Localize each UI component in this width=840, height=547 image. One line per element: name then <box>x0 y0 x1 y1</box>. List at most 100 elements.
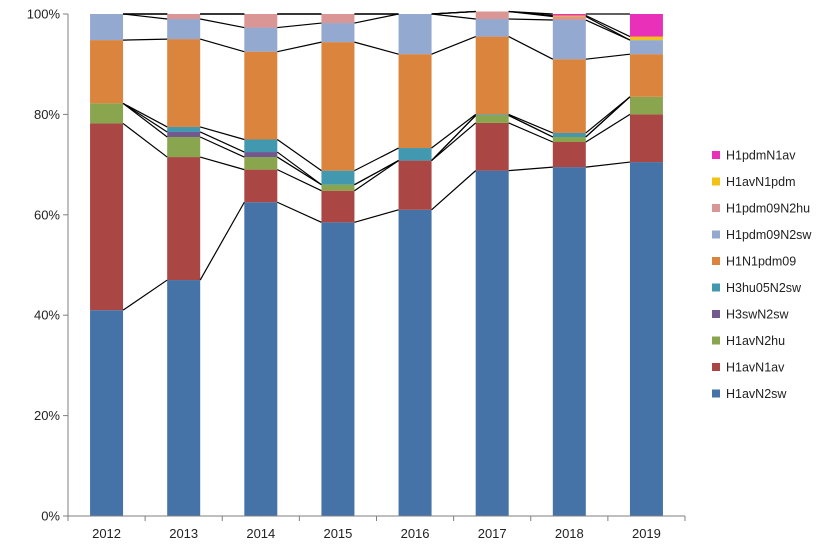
legend-swatch-h3swn2sw <box>712 310 720 318</box>
bar-segment-h1avn1av-2014 <box>244 169 278 203</box>
x-tick-label: 2018 <box>555 526 584 541</box>
bar-segment-h1pdmn1av-2018 <box>552 14 586 16</box>
legend-swatch-h1pdmn1av <box>712 151 720 159</box>
bar-segment-h1avn2sw-2019 <box>629 162 663 516</box>
bar-segment-h1avn2sw-2015 <box>321 222 355 516</box>
connector-line-h1n1pdm09-2017 <box>508 36 554 60</box>
bar-segment-h1n1pdm09-2013 <box>167 39 201 127</box>
bar-segment-h1avn1av-2015 <box>321 190 355 223</box>
legend-label-h3swn2sw: H3swN2sw <box>726 308 789 322</box>
bar-segment-h1pdm09n2sw-2017 <box>475 19 509 37</box>
connector-line-h1avn2sw-2017 <box>508 166 553 172</box>
connector-line-h1avn1av-2017 <box>508 122 554 143</box>
connector-lines-layer <box>122 10 631 311</box>
bar-segment-h1pdm09n2hu-2018 <box>552 16 586 21</box>
connector-line-h1n1pdm09-2018 <box>585 53 631 60</box>
x-tick-label: 2016 <box>401 526 430 541</box>
connector-line-h1n1pdm09-2015 <box>354 41 399 55</box>
legend-label-h1avn2hu: H1avN2hu <box>726 334 785 348</box>
x-tick-label: 2019 <box>632 526 661 541</box>
x-tick-label: 2014 <box>246 526 275 541</box>
connector-line-h1pdmn1av-2016 <box>431 10 476 15</box>
bar-segment-h3hu05n2sw-2016 <box>398 148 432 161</box>
connector-line-h1avn1av-2018 <box>585 113 631 143</box>
bar-segment-h1avn2sw-2013 <box>167 280 201 516</box>
connector-line-h3hu05n2sw-2018 <box>585 96 631 134</box>
bar-segment-h1avn2sw-2017 <box>475 170 509 516</box>
bar-segment-h1pdm09n2sw-2018 <box>552 20 586 60</box>
bar-segment-h3swn2sw-2013 <box>167 131 201 137</box>
connector-line-h1pdm09n2sw-2015 <box>354 13 399 24</box>
legend: H1pdmN1av H1avN1pdm H1pdm09N2hu H1pdm09N2sw… <box>712 149 812 401</box>
bar-segment-h1avn2sw-2014 <box>244 202 278 516</box>
connector-line-h3hu05n2sw-2013 <box>200 126 245 141</box>
legend-swatch-h1avn2hu <box>712 336 720 345</box>
legend-label-h1pdm09n2hu: H1pdm09N2hu <box>726 202 810 216</box>
connector-line-h3swn2sw-2017 <box>508 114 554 138</box>
connector-line-h1avn1av-2016 <box>431 122 477 162</box>
bar-segment-h1avn2hu-2013 <box>167 136 201 158</box>
legend-swatch-h1pdm09n2sw <box>712 230 720 239</box>
bar-segment-h1n1pdm09-2017 <box>475 36 509 115</box>
bar-segment-h1avn2hu-2012 <box>90 103 124 124</box>
connector-line-h3hu05n2sw-2014 <box>276 139 322 172</box>
x-tick-label: 2012 <box>92 526 121 541</box>
bar-segment-h3hu05n2sw-2018 <box>552 132 586 137</box>
connector-line-h1avn2sw-2014 <box>277 201 322 223</box>
bar-segment-h1pdm09n2hu-2013 <box>167 14 201 20</box>
connector-line-h1avn2hu-2013 <box>199 136 245 158</box>
connector-line-h1n1pdm09-2014 <box>277 41 322 53</box>
connector-line-h1avn2hu-2012 <box>122 102 168 138</box>
bar-segment-h1n1pdm09-2019 <box>629 54 663 97</box>
bar-segment-h1pdm09n2sw-2014 <box>244 27 278 52</box>
bar-segment-h3hu05n2sw-2013 <box>167 126 201 132</box>
connector-line-h3hu05n2sw-2016 <box>431 113 477 149</box>
legend-swatch-h1pdm09n2hu <box>712 204 720 212</box>
legend-swatch-h1avn2sw <box>712 389 720 398</box>
legend-swatch-h1avn1pdm <box>712 177 720 186</box>
connector-line-h1avn2sw-2018 <box>585 161 631 168</box>
connector-line-h1pdm09n2sw-2013 <box>200 18 245 29</box>
bar-segment-h1avn2sw-2016 <box>398 209 432 516</box>
bar-segment-h3hu05n2sw-2015 <box>321 170 355 185</box>
bar-segment-h1avn1pdm-2019 <box>629 36 663 41</box>
bar-segment-h1pdm09n2sw-2019 <box>629 40 663 55</box>
bar-segment-h3hu05n2sw-2017 <box>475 114 509 116</box>
bar-segment-h1n1pdm09-2015 <box>321 42 355 171</box>
legend-label-h1avn1av: H1avN1av <box>726 361 785 375</box>
legend-label-h1pdmn1av: H1pdmN1av <box>726 149 796 163</box>
bar-segment-h1avn2hu-2015 <box>321 184 355 191</box>
bar-segment-h1n1pdm09-2014 <box>244 51 278 140</box>
connector-line-h1avn2hu-2014 <box>276 156 322 186</box>
bar-segment-h3hu05n2sw-2014 <box>244 139 278 153</box>
bar-segment-h1pdm09n2sw-2016 <box>398 14 432 55</box>
bar-segment-h1avn2hu-2017 <box>475 115 509 123</box>
x-tick-label: 2017 <box>478 526 507 541</box>
connector-line-h1avn2sw-2016 <box>431 170 477 211</box>
connector-line-h1pdm09n2sw-2016 <box>431 13 476 20</box>
legend-swatch-h3hu05n2sw <box>712 283 720 292</box>
y-tick-label: 100% <box>27 7 61 22</box>
x-tick-label: 2013 <box>169 526 198 541</box>
bars-layer <box>90 11 663 517</box>
bar-segment-h1pdmn1av-2019 <box>629 14 663 37</box>
legend-label-h1avn1pdm: H1avN1pdm <box>726 175 795 189</box>
bar-segment-h1avn2sw-2018 <box>552 167 586 517</box>
connector-line-h3swn2sw-2016 <box>431 114 477 161</box>
bar-segment-h1pdm09n2hu-2014 <box>244 14 278 28</box>
connector-line-h1pdm09n2sw-2014 <box>277 22 322 29</box>
connector-line-h1avn2sw-2013 <box>199 201 245 281</box>
connector-line-h3swn2sw-2015 <box>354 160 399 186</box>
connector-line-h3hu05n2sw-2017 <box>508 113 554 134</box>
connector-line-h1avn1av-2015 <box>354 160 399 192</box>
bar-segment-h1avn2hu-2019 <box>629 96 663 115</box>
connector-line-h1pdm09n2hu-2018 <box>585 15 631 41</box>
y-tick-label: 80% <box>34 107 60 122</box>
connector-line-h1pdmn1av-2017 <box>508 10 553 15</box>
bar-segment-h1n1pdm09-2016 <box>398 54 432 149</box>
legend-label-h1avn2sw: H1avN2sw <box>726 387 787 401</box>
connector-line-h1avn1av-2012 <box>122 122 168 158</box>
axes-layer: 0% 20% 40% 60% 80% 100% 2012 2013 2014 2015 2016 20… <box>27 7 686 541</box>
x-tick-label: 2015 <box>323 526 352 541</box>
